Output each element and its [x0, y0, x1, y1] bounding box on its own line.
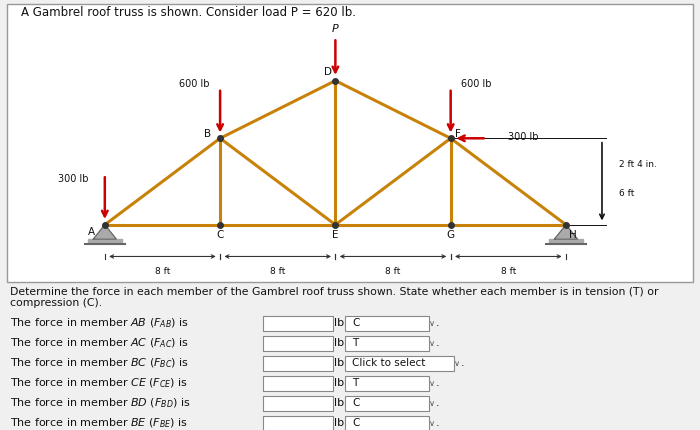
Text: The force in member $AC$ ($F_{AC}$) is: The force in member $AC$ ($F_{AC}$) is [10, 336, 190, 350]
Text: 2 ft 4 in.: 2 ft 4 in. [620, 160, 657, 169]
FancyBboxPatch shape [262, 416, 332, 430]
Text: C: C [352, 398, 360, 408]
FancyBboxPatch shape [262, 316, 332, 331]
Text: C: C [216, 230, 224, 240]
Text: .: . [461, 358, 464, 368]
Text: ∨: ∨ [454, 359, 460, 368]
Text: The force in member $BE$ ($F_{BE}$) is: The force in member $BE$ ($F_{BE}$) is [10, 417, 188, 430]
Polygon shape [554, 225, 577, 239]
FancyBboxPatch shape [262, 396, 332, 411]
Text: ∨: ∨ [429, 319, 435, 328]
Text: The force in member $AB$ ($F_{AB}$) is: The force in member $AB$ ($F_{AB}$) is [10, 316, 190, 330]
Text: A: A [88, 227, 95, 237]
FancyBboxPatch shape [345, 336, 429, 351]
FancyBboxPatch shape [345, 416, 429, 430]
Text: The force in member $BC$ ($F_{BC}$) is: The force in member $BC$ ($F_{BC}$) is [10, 356, 190, 370]
FancyBboxPatch shape [262, 336, 332, 351]
Text: H: H [569, 230, 577, 240]
Text: .: . [436, 318, 440, 328]
Text: G: G [447, 230, 455, 240]
Text: A Gambrel roof truss is shown. Consider load P = 620 lb.: A Gambrel roof truss is shown. Consider … [21, 6, 356, 19]
Text: 8 ft: 8 ft [385, 267, 400, 276]
Polygon shape [93, 225, 116, 239]
FancyBboxPatch shape [345, 376, 429, 391]
Text: 600 lb: 600 lb [461, 79, 492, 89]
Text: lb: lb [334, 338, 344, 348]
Text: 8 ft: 8 ft [270, 267, 286, 276]
Text: F: F [455, 129, 461, 139]
Text: .: . [436, 398, 440, 408]
Text: .: . [436, 418, 440, 428]
FancyBboxPatch shape [345, 316, 429, 331]
Text: T: T [352, 378, 358, 388]
Text: C: C [352, 418, 360, 428]
Text: P: P [332, 24, 339, 34]
FancyBboxPatch shape [262, 356, 332, 371]
Text: The force in member $CE$ ($F_{CE}$) is: The force in member $CE$ ($F_{CE}$) is [10, 377, 189, 390]
Text: Determine the force in each member of the Gambrel roof truss shown. State whethe: Determine the force in each member of th… [10, 286, 659, 308]
Text: .: . [436, 338, 440, 348]
Text: .: . [436, 378, 440, 388]
Text: E: E [332, 230, 339, 240]
Text: D: D [324, 67, 332, 77]
Text: C: C [352, 318, 360, 328]
Text: The force in member $BD$ ($F_{BD}$) is: The force in member $BD$ ($F_{BD}$) is [10, 396, 191, 410]
Text: lb: lb [334, 418, 344, 428]
Text: 300 lb: 300 lb [58, 174, 88, 184]
FancyBboxPatch shape [262, 376, 332, 391]
Text: ∨: ∨ [429, 419, 435, 428]
Text: 8 ft: 8 ft [500, 267, 516, 276]
Text: T: T [352, 338, 358, 348]
Text: 6 ft: 6 ft [620, 189, 635, 197]
Text: lb: lb [334, 398, 344, 408]
FancyBboxPatch shape [345, 396, 429, 411]
FancyBboxPatch shape [345, 356, 454, 371]
Text: lb: lb [334, 318, 344, 328]
Text: 600 lb: 600 lb [179, 79, 209, 89]
Text: lb: lb [334, 378, 344, 388]
Text: 300 lb: 300 lb [508, 132, 539, 142]
Text: ∨: ∨ [429, 399, 435, 408]
Text: Click to select: Click to select [352, 358, 426, 368]
Text: ∨: ∨ [429, 339, 435, 348]
Text: lb: lb [334, 358, 344, 368]
Text: ∨: ∨ [429, 379, 435, 388]
Text: B: B [204, 129, 211, 139]
Text: 8 ft: 8 ft [155, 267, 170, 276]
